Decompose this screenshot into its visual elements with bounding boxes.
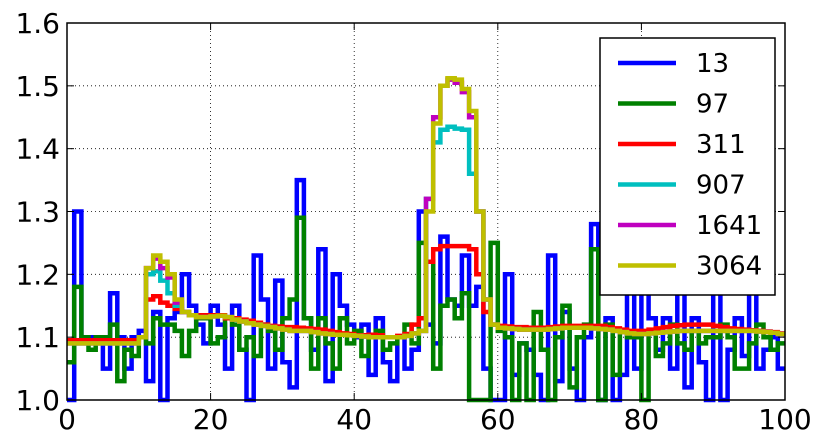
y-tick-label: 1.6 <box>15 7 60 40</box>
x-tick-label: 100 <box>758 403 811 436</box>
legend-label: 3064 <box>696 252 762 282</box>
x-tick-label: 20 <box>193 403 229 436</box>
legend-label: 311 <box>696 130 746 160</box>
y-tick-label: 1.1 <box>15 321 60 354</box>
y-tick-label: 1.5 <box>15 70 60 103</box>
legend: 13 97 311 907 1641 3064 <box>599 37 776 296</box>
x-tick-label: 0 <box>58 403 76 436</box>
y-tick-label: 1.4 <box>15 133 60 166</box>
x-tick-label: 80 <box>624 403 660 436</box>
legend-label: 1641 <box>696 211 762 241</box>
series-line-97 <box>67 215 785 403</box>
y-tick-label: 1.2 <box>15 258 60 291</box>
y-tick-label: 1.0 <box>15 384 60 417</box>
x-tick-label: 40 <box>336 403 372 436</box>
x-tick-label: 60 <box>480 403 516 436</box>
axis-ticks: 0 20 40 60 80 100 1.0 1.1 1.2 1.3 1.4 1.5 1.6 <box>15 7 811 436</box>
series-line-3064 <box>67 76 785 346</box>
legend-box <box>599 37 776 296</box>
series-lines <box>67 76 785 403</box>
y-tick-label: 1.3 <box>15 196 60 229</box>
legend-label: 97 <box>696 90 729 120</box>
legend-label: 907 <box>696 171 746 201</box>
legend-label: 13 <box>696 49 729 79</box>
